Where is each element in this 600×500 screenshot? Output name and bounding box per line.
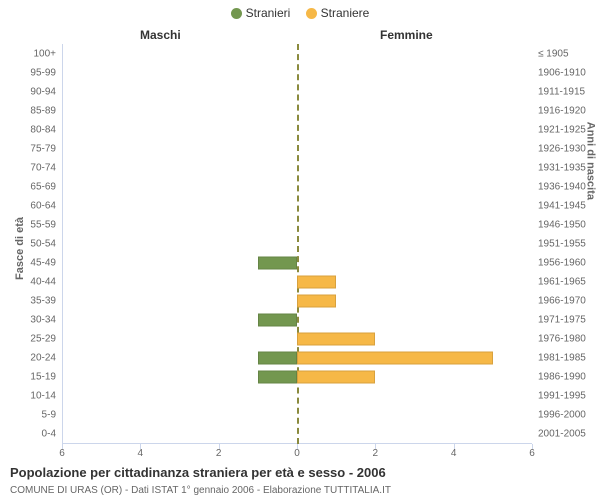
age-label: 15-19 [30,372,56,383]
x-tick-label: 4 [451,448,457,459]
age-label: 70-74 [30,162,56,173]
birth-label: ≤ 1905 [538,48,569,59]
x-tick-label: 6 [529,448,535,459]
age-label: 5-9 [42,410,56,421]
age-label: 60-64 [30,200,56,211]
age-label: 100+ [33,48,56,59]
bar-femmine [297,295,336,308]
birth-label: 1936-1940 [538,181,586,192]
birth-label: 1931-1935 [538,162,586,173]
header-maschi: Maschi [140,28,181,42]
bar-maschi [258,257,297,270]
age-label: 65-69 [30,181,56,192]
age-label: 55-59 [30,219,56,230]
legend-item-stranieri: Stranieri [231,6,291,20]
birth-label: 1911-1915 [538,86,585,97]
age-label: 90-94 [30,86,56,97]
age-label: 35-39 [30,296,56,307]
pyramid-chart: Stranieri Straniere Maschi Femmine Fasce… [0,0,600,500]
age-label: 25-29 [30,334,56,345]
bar-femmine [297,352,493,365]
bar-femmine [297,371,375,384]
chart-subtitle: COMUNE DI URAS (OR) - Dati ISTAT 1° genn… [10,485,391,496]
age-label: 80-84 [30,124,56,135]
bar-femmine [297,333,375,346]
birth-label: 1946-1950 [538,219,586,230]
bar-maschi [258,352,297,365]
legend-item-straniere: Straniere [306,6,370,20]
age-label: 95-99 [30,67,56,78]
legend: Stranieri Straniere [0,6,600,22]
bar-maschi [258,314,297,327]
x-tick-label: 0 [294,448,300,459]
plot-area: 100+≤ 190595-991906-191090-941911-191585… [62,44,532,444]
header-femmine: Femmine [380,28,433,42]
age-label: 20-24 [30,353,56,364]
x-tick-label: 6 [59,448,65,459]
x-tick-label: 2 [373,448,379,459]
age-label: 40-44 [30,277,56,288]
age-label: 0-4 [42,429,56,440]
birth-label: 1921-1925 [538,124,586,135]
birth-label: 1971-1975 [538,315,586,326]
birth-label: 1916-1920 [538,105,586,116]
birth-label: 1951-1955 [538,239,586,250]
birth-label: 1981-1985 [538,353,586,364]
center-line [297,44,299,444]
birth-label: 1906-1910 [538,67,586,78]
birth-label: 1956-1960 [538,258,586,269]
legend-dot-straniere [306,8,317,19]
age-label: 75-79 [30,143,56,154]
legend-label-straniere: Straniere [321,6,370,20]
birth-label: 1976-1980 [538,334,586,345]
birth-label: 1991-1995 [538,391,586,402]
birth-label: 1986-1990 [538,372,586,383]
birth-label: 1966-1970 [538,296,586,307]
age-label: 30-34 [30,315,56,326]
x-tick-label: 2 [216,448,222,459]
legend-dot-stranieri [231,8,242,19]
bar-femmine [297,276,336,289]
age-label: 50-54 [30,239,56,250]
age-label: 10-14 [30,391,56,402]
x-tick-label: 4 [138,448,144,459]
chart-title: Popolazione per cittadinanza straniera p… [10,465,386,480]
age-label: 85-89 [30,105,56,116]
birth-label: 1961-1965 [538,277,586,288]
bar-maschi [258,371,297,384]
age-label: 45-49 [30,258,56,269]
birth-label: 1996-2000 [538,410,586,421]
legend-label-stranieri: Stranieri [246,6,291,20]
birth-label: 1926-1930 [538,143,586,154]
yaxis-left-title: Fasce di età [14,217,26,280]
birth-label: 2001-2005 [538,429,586,440]
birth-label: 1941-1945 [538,200,586,211]
